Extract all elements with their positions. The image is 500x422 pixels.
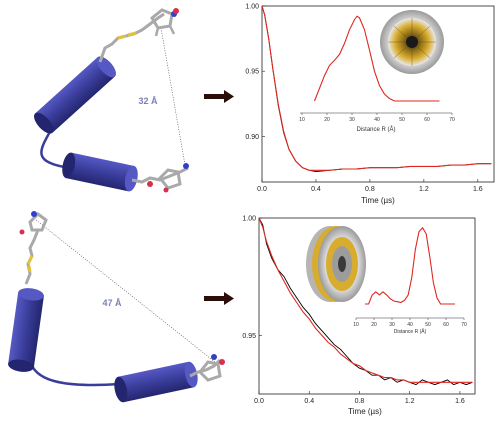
inset-x-tick-label: 10 [353, 322, 359, 328]
top-decay-chart: 1.00 0.95 0.90 0.0 0.4 0.8 1.2 1.6 Time (µs) 1… [245, 4, 495, 205]
arrow-right [204, 292, 234, 305]
x-tick-label: 0.8 [355, 398, 365, 405]
inset-x-ticks: 10 20 30 40 50 60 70 [353, 318, 467, 328]
inset-x-tick-label: 60 [424, 117, 430, 123]
helix-cylinder [34, 56, 116, 134]
inset-x-tick-label: 20 [324, 117, 330, 123]
x-tick-label: 0.4 [311, 186, 321, 193]
series [261, 5, 492, 173]
spin-label [19, 211, 48, 285]
inset-series [313, 15, 440, 102]
x-tick-label: 0.0 [254, 398, 264, 405]
x-axis-ticks: 0.0 0.4 0.8 1.2 1.6 [257, 179, 483, 193]
distance-line [35, 219, 216, 363]
inset-x-tick-label: 70 [449, 117, 455, 123]
distance-line [160, 27, 186, 166]
inset-x-label: Distance R (Å) [356, 126, 395, 133]
x-axis-label: Time (µs) [348, 407, 382, 416]
y-tick-label: 0.90 [245, 134, 259, 141]
spin-label [98, 8, 179, 63]
inset-x-tick-label: 40 [407, 322, 413, 328]
distance-distribution-line [365, 226, 455, 305]
bottom-molecule-model: 47 Å [8, 211, 225, 403]
bottom-decay-chart: 1.00 0.95 0.0 0.4 0.8 1.2 1.6 Time (µs) 10 20 3… [242, 216, 476, 416]
micelle-illustration [380, 10, 444, 74]
spin-label [189, 354, 225, 382]
inset-distance-distribution: 10 20 30 40 50 60 70 Distance R (Å) [353, 226, 467, 335]
x-tick-label: 0.8 [365, 186, 375, 193]
inset-x-tick-label: 70 [461, 322, 467, 328]
x-tick-label: 1.2 [419, 186, 429, 193]
x-axis-label: Time (µs) [361, 196, 395, 205]
y-tick-label: 0.95 [245, 69, 259, 76]
inset-x-tick-label: 60 [443, 322, 449, 328]
inset-x-tick-label: 20 [371, 322, 377, 328]
inset-x-tick-label: 30 [349, 117, 355, 123]
arrow-right [204, 90, 234, 103]
inset-x-tick-label: 30 [389, 322, 395, 328]
plot-frame [261, 5, 495, 183]
x-tick-label: 1.6 [473, 186, 483, 193]
inset-series [365, 226, 455, 305]
inset-x-tick-label: 50 [425, 322, 431, 328]
loop [40, 127, 71, 170]
y-tick-label: 0.95 [242, 333, 256, 340]
distance-label: 32 Å [138, 96, 158, 106]
helix-cylinder [114, 361, 198, 403]
distance-distribution-line [313, 15, 440, 102]
helix-cylinder [62, 152, 138, 192]
micelle-illustration [306, 226, 366, 302]
plot-frame [258, 217, 476, 395]
inset-x-label: Distance R (Å) [394, 328, 427, 335]
y-tick-label: 1.00 [242, 216, 256, 223]
helix-cylinder [8, 288, 44, 372]
fit-line [258, 217, 473, 383]
x-tick-label: 1.2 [405, 398, 415, 405]
y-tick-label: 1.00 [245, 4, 259, 11]
spin-label [131, 163, 189, 193]
fit-line [261, 5, 492, 171]
data-trace [258, 217, 473, 386]
loop [28, 359, 121, 387]
series [258, 217, 473, 386]
x-tick-label: 0.0 [257, 186, 267, 193]
x-tick-label: 1.6 [455, 398, 465, 405]
distance-label: 47 Å [102, 298, 122, 308]
inset-x-ticks: 10 20 30 40 50 60 70 [299, 113, 455, 123]
inset-x-tick-label: 10 [299, 117, 305, 123]
top-molecule-model: 32 Å [34, 8, 189, 193]
x-tick-label: 0.4 [304, 398, 314, 405]
inset-x-tick-label: 50 [399, 117, 405, 123]
inset-x-tick-label: 40 [374, 117, 380, 123]
x-axis-ticks: 0.0 0.4 0.8 1.2 1.6 [254, 391, 465, 405]
inset-distance-distribution: 10 20 30 40 50 60 70 Distance R (Å) [299, 15, 455, 133]
